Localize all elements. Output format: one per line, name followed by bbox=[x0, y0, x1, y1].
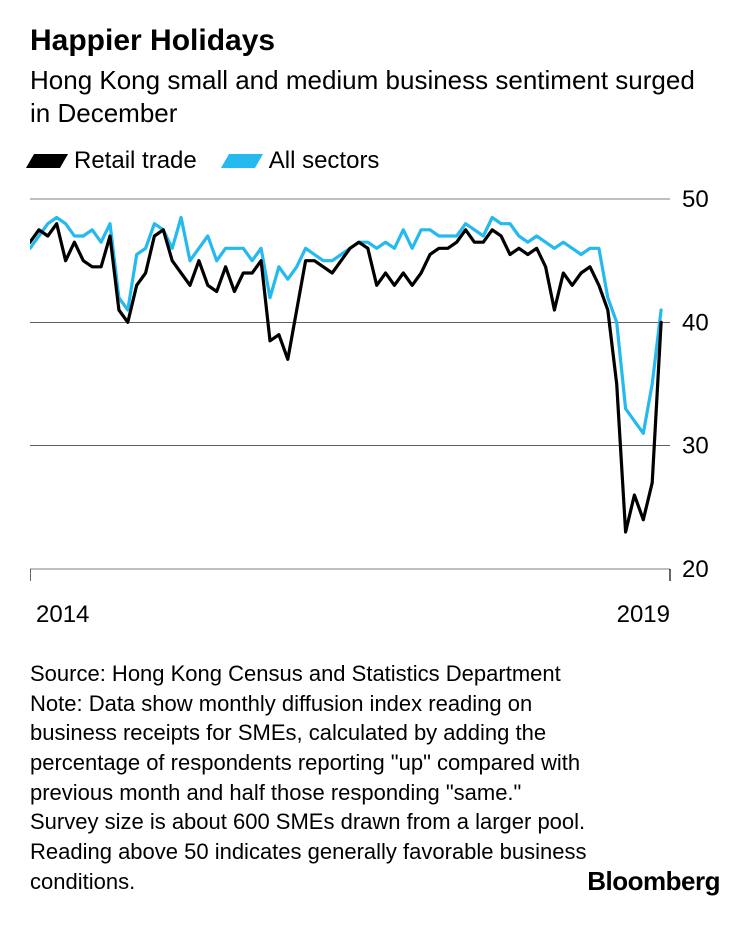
y-tick-label: 40 bbox=[682, 309, 709, 336]
series-all bbox=[30, 218, 661, 434]
note-text: Note: Data show monthly diffusion index … bbox=[30, 689, 587, 897]
line-chart: 20 30 40 50 bbox=[30, 189, 720, 589]
brand-logo: Bloomberg bbox=[587, 866, 720, 897]
source-text: Source: Hong Kong Census and Statistics … bbox=[30, 659, 587, 689]
chart-title: Happier Holidays bbox=[30, 24, 720, 58]
x-tick-label: 2014 bbox=[36, 601, 89, 629]
chart-plot-area: 20 30 40 50 bbox=[30, 189, 720, 589]
y-tick-label: 20 bbox=[682, 556, 709, 583]
y-tick-label: 30 bbox=[682, 433, 709, 460]
legend-item-all: All sectors bbox=[225, 147, 380, 175]
legend-swatch-all bbox=[221, 154, 263, 168]
legend-swatch-retail bbox=[26, 154, 68, 168]
legend-label-all: All sectors bbox=[269, 147, 380, 175]
legend-item-retail: Retail trade bbox=[30, 147, 197, 175]
x-tick-label: 2019 bbox=[617, 601, 670, 629]
chart-footer: Source: Hong Kong Census and Statistics … bbox=[30, 659, 587, 897]
chart-subtitle: Hong Kong small and medium business sent… bbox=[30, 64, 720, 129]
legend: Retail trade All sectors bbox=[30, 147, 720, 175]
legend-label-retail: Retail trade bbox=[74, 147, 197, 175]
series-retail bbox=[30, 224, 661, 532]
x-axis-labels: 2014 2019 bbox=[30, 601, 670, 629]
y-tick-label: 50 bbox=[682, 189, 709, 213]
